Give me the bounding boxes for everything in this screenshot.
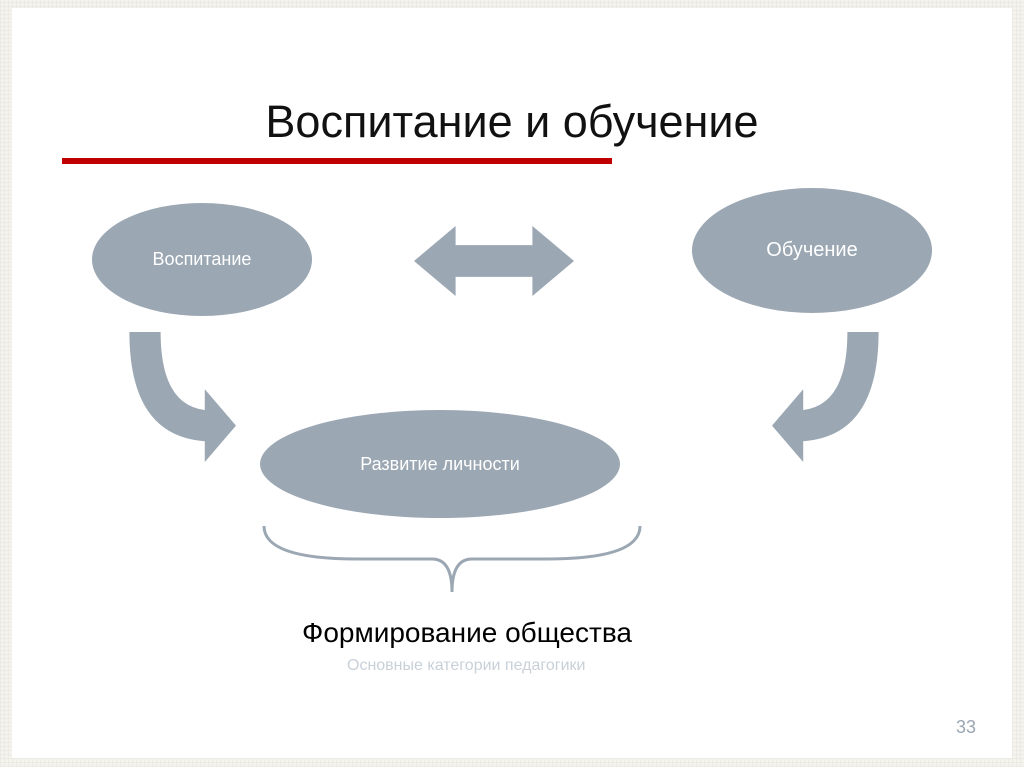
bidirectional-arrow-icon xyxy=(414,226,574,296)
node-upbringing: Воспитание xyxy=(92,203,312,316)
right-curved-arrow-icon xyxy=(772,332,902,462)
slide: Воспитание и обучение Воспитание Обучени… xyxy=(12,8,1012,758)
left-curved-arrow-icon xyxy=(106,332,236,462)
page-number: 33 xyxy=(956,717,976,738)
presentation-canvas: Воспитание и обучение Воспитание Обучени… xyxy=(0,0,1024,767)
footer-subtitle: Основные категории педагогики xyxy=(347,657,585,675)
result-box: Формирование общества xyxy=(202,609,732,657)
node-upbringing-label: Воспитание xyxy=(153,249,252,270)
node-development: Развитие личности xyxy=(260,410,620,518)
node-development-label: Развитие личности xyxy=(360,454,520,475)
node-education-label: Обучение xyxy=(766,239,857,262)
node-education: Обучение xyxy=(692,188,932,313)
title-divider xyxy=(62,158,612,164)
slide-title: Воспитание и обучение xyxy=(12,96,1012,148)
result-label: Формирование общества xyxy=(302,617,632,649)
brace-connector-icon xyxy=(262,524,642,594)
